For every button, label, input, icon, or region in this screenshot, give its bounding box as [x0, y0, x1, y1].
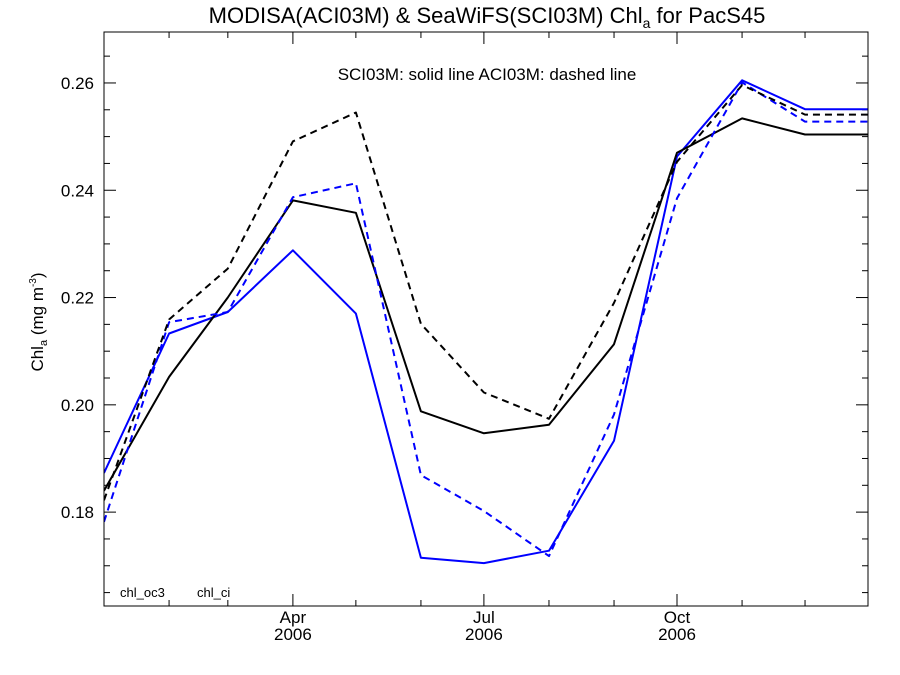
- y-axis-label: Chla (mg m-3): [28, 272, 50, 371]
- title-suffix: for PacS45: [650, 3, 765, 28]
- x-tick-label-month: Oct: [664, 608, 691, 627]
- series-line-chl-ci-aci03m: [104, 84, 868, 501]
- title-prefix: MODISA(ACI03M) & SeaWiFS(SCI03M) Chl: [209, 3, 643, 28]
- title-subscript: a: [643, 15, 651, 31]
- y-tick-label: 0.20: [61, 396, 94, 415]
- series-line-chl-ci-sci03m: [104, 117, 868, 492]
- x-tick-label-month: Jul: [473, 608, 495, 627]
- x-tick-label-year: 2006: [274, 625, 312, 644]
- y-tick-label: 0.22: [61, 289, 94, 308]
- plot-area: 0.180.200.220.240.26Apr2006Jul2006Oct200…: [61, 31, 869, 644]
- legend-chl-ci: chl_ci: [197, 585, 230, 600]
- y-tick-label: 0.18: [61, 503, 94, 522]
- y-tick-label: 0.24: [61, 181, 94, 200]
- ylabel-subscript: a: [38, 339, 50, 346]
- x-tick-label-year: 2006: [658, 625, 696, 644]
- legend-chl-oc3: chl_oc3: [120, 585, 165, 600]
- x-tick-label-year: 2006: [465, 625, 503, 644]
- series-line-chl-oc3-aci03m: [104, 81, 868, 558]
- ylabel-unit-open: (mg m: [28, 287, 47, 340]
- line-style-annotation: SCI03M: solid line ACI03M: dashed line: [338, 65, 637, 84]
- chart-title: MODISA(ACI03M) & SeaWiFS(SCI03M) Chla fo…: [209, 3, 766, 31]
- ylabel-unit-superscript: -3: [28, 278, 39, 287]
- series-line-chl-oc3-sci03m: [104, 79, 868, 565]
- ylabel-unit-close: ): [28, 272, 47, 278]
- plot-frame: [103, 31, 869, 607]
- x-tick-label-month: Apr: [280, 608, 307, 627]
- y-tick-label: 0.26: [61, 74, 94, 93]
- ylabel-main: Chl: [28, 346, 47, 372]
